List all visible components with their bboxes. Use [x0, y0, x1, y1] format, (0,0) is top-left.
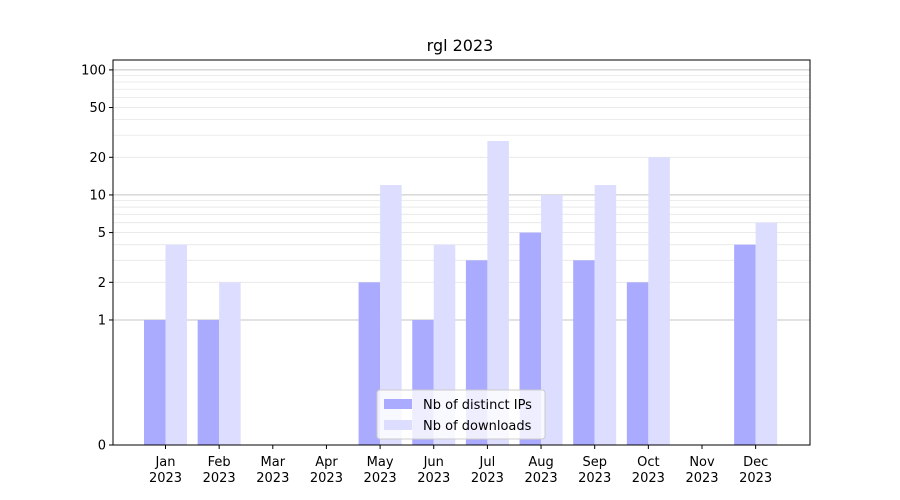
plot-frame	[112, 59, 811, 446]
bar-downloads	[165, 244, 187, 445]
bar-downloads	[380, 185, 402, 445]
bar-downloads	[594, 185, 617, 445]
x-tick-label: Apr 2023	[310, 455, 343, 486]
x-axis-ticks: Jan 2023 Feb 2023 Mar 2023 Apr 2023 May 2023 Jun 20…	[149, 445, 772, 486]
bar-ips	[573, 260, 595, 445]
x-tick-label: Jul 2023	[471, 455, 504, 486]
bar-ips	[197, 319, 220, 445]
x-tick-label: Oct 2023	[632, 455, 665, 486]
bar-downloads	[755, 222, 778, 445]
legend-swatch	[384, 420, 412, 430]
bar-downloads	[541, 194, 563, 445]
y-tick-label: 0	[98, 439, 106, 454]
bar-downloads	[487, 140, 509, 445]
legend-box	[376, 389, 546, 440]
x-tick-label: Mar 2023	[256, 455, 289, 486]
y-tick-label: 100	[81, 63, 106, 78]
legend-swatch	[384, 399, 412, 409]
y-tick-label: 2	[98, 276, 106, 291]
x-tick-label: Dec 2023	[739, 455, 772, 486]
y-tick-label: 1	[98, 313, 106, 328]
legend-label: Nb of distinct IPs	[423, 398, 532, 413]
y-tick-label: 50	[89, 101, 106, 116]
chart-title: rgl 2023	[427, 36, 494, 55]
bar-downloads	[648, 157, 670, 445]
x-tick-label: Aug 2023	[525, 455, 558, 486]
y-tick-label: 20	[89, 151, 106, 166]
legend-label: Nb of downloads	[423, 419, 532, 434]
bar-ips	[358, 282, 381, 445]
x-tick-label: May 2023	[364, 455, 397, 486]
bar-downloads	[219, 282, 241, 445]
bar-ips	[734, 244, 756, 445]
bar-ips	[626, 282, 649, 445]
grid-lines	[113, 69, 810, 321]
y-axis-ticks: 0 1 2 5 10 20 50 100	[81, 63, 113, 454]
legend: Nb of distinct IPs Nb of downloads	[376, 389, 546, 440]
y-tick-label: 10	[89, 188, 106, 203]
x-tick-label: Jan 2023	[149, 455, 182, 486]
bar-ips	[144, 319, 166, 445]
x-tick-label: Sep 2023	[578, 455, 611, 486]
x-tick-label: Nov 2023	[685, 455, 718, 486]
x-tick-label: Feb 2023	[203, 455, 236, 486]
x-tick-label: Jun 2023	[417, 455, 450, 486]
y-tick-label: 5	[98, 226, 106, 241]
